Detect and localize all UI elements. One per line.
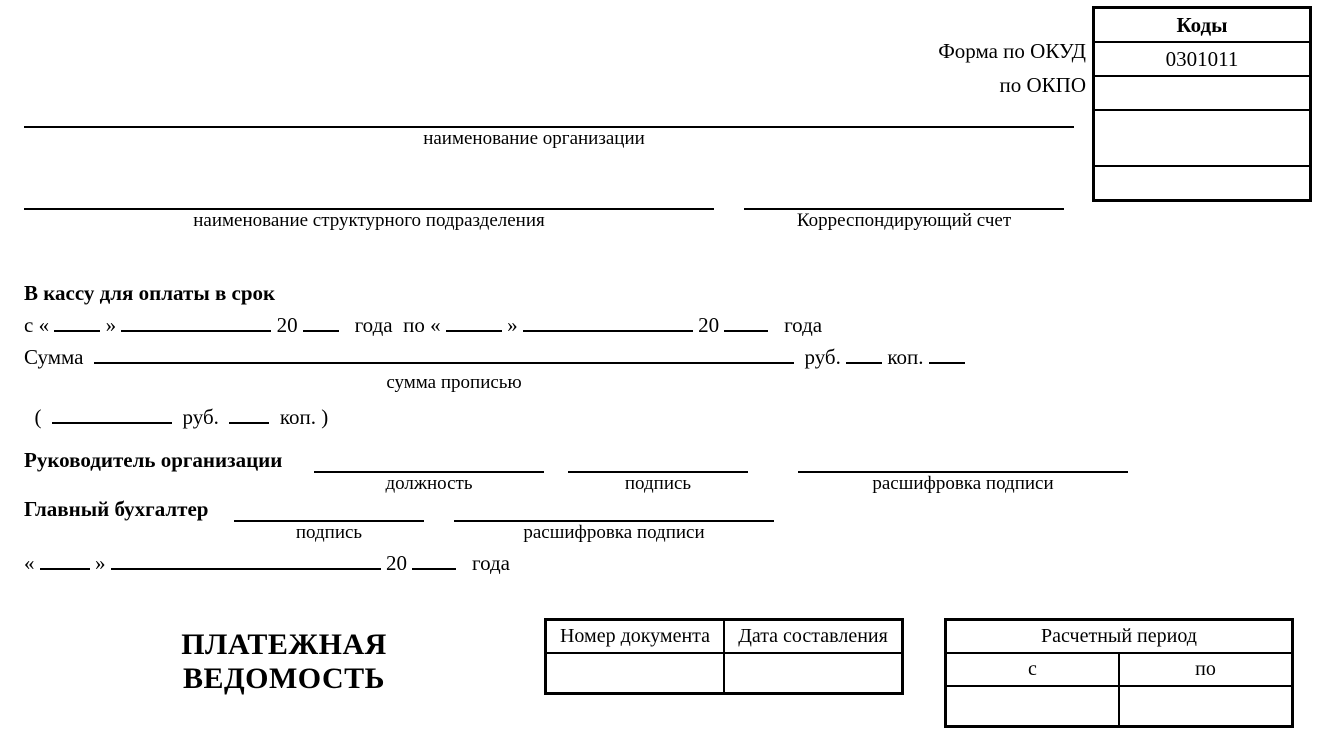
rub-label-2: руб. xyxy=(183,405,219,429)
chief-acc-row: Главный бухгалтер xyxy=(24,497,1312,522)
head-signature-field[interactable] xyxy=(568,449,748,473)
okpo-label: по ОКПО xyxy=(938,68,1086,102)
from-year-word: года xyxy=(355,313,393,337)
to-day-field[interactable] xyxy=(446,308,502,332)
from-day-field[interactable] xyxy=(54,308,100,332)
to-month-field[interactable] xyxy=(523,308,693,332)
approval-date-row: « » 20 года xyxy=(24,546,1312,578)
chief-acc-label: Главный бухгалтер xyxy=(24,497,234,522)
sum-words-field[interactable] xyxy=(94,340,794,364)
from-year-field[interactable] xyxy=(303,308,339,332)
to-quote-close: » xyxy=(507,313,518,337)
signatures-block: Руководитель организации должность подпи… xyxy=(24,448,1312,578)
codes-labels: Форма по ОКУД по ОКПО xyxy=(938,34,1086,102)
subdivision-field[interactable] xyxy=(24,184,714,210)
payment-heading: В кассу для оплаты в срок xyxy=(24,278,1312,308)
payroll-form-page: Коды 0301011 Форма по ОКУД по ОКПО наиме… xyxy=(0,0,1336,746)
position-caption: должность xyxy=(314,473,544,495)
from-quote-open: с « xyxy=(24,313,49,337)
approval-century: 20 xyxy=(386,551,407,575)
org-name-field[interactable] xyxy=(24,102,1074,128)
to-quote-open: по « xyxy=(403,313,441,337)
head-position-field[interactable] xyxy=(314,449,544,473)
head-decipher-field[interactable] xyxy=(798,449,1128,473)
chief-acc-captions: подпись расшифровка подписи xyxy=(24,522,1312,544)
codes-table: Коды 0301011 xyxy=(1092,6,1312,202)
codes-extra1 xyxy=(1094,110,1311,166)
kop-label-1: коп. xyxy=(887,345,923,369)
period-to-header: по xyxy=(1119,653,1293,686)
payment-block: В кассу для оплаты в срок с « » 20 года … xyxy=(24,278,1312,432)
payment-dates-row: с « » 20 года по « » 20 года xyxy=(24,308,1312,340)
sum-kop-field[interactable] xyxy=(229,400,269,424)
period-to-field[interactable] xyxy=(1119,686,1293,727)
okud-value: 0301011 xyxy=(1094,42,1311,76)
paren-close: ) xyxy=(321,405,328,429)
sum-digits-row: ( руб. коп. ) xyxy=(24,400,1312,432)
sum-label: Сумма xyxy=(24,345,83,369)
sum-row: Сумма руб. коп. xyxy=(24,340,1312,372)
period-table: Расчетный период с по xyxy=(944,618,1294,728)
to-century: 20 xyxy=(698,313,719,337)
doc-date-header: Дата составления xyxy=(724,620,903,654)
from-century: 20 xyxy=(277,313,298,337)
chief-acc-signature-field[interactable] xyxy=(234,498,424,522)
corr-account-field[interactable] xyxy=(744,184,1064,210)
kop-blank[interactable] xyxy=(929,340,965,364)
codes-extra2 xyxy=(1094,166,1311,201)
head-label: Руководитель организации xyxy=(24,448,314,473)
okpo-value xyxy=(1094,76,1311,110)
decipher-caption-1: расшифровка подписи xyxy=(798,473,1128,495)
org-block: наименование организации xyxy=(24,102,1074,150)
subdivision-caption: наименование структурного подразделения xyxy=(24,210,714,232)
rub-blank[interactable] xyxy=(846,340,882,364)
head-captions: должность подпись расшифровка подписи xyxy=(24,473,1312,495)
period-from-field[interactable] xyxy=(946,686,1120,727)
doc-number-field[interactable] xyxy=(546,653,725,694)
signature-caption-2: подпись xyxy=(234,522,424,544)
org-caption: наименование организации xyxy=(224,128,844,150)
signature-caption-1: подпись xyxy=(568,473,748,495)
date-quote-close: » xyxy=(95,551,106,575)
document-title: ПЛАТЕЖНАЯ ВЕДОМОСТЬ xyxy=(24,628,544,696)
sum-rub-field[interactable] xyxy=(52,400,172,424)
period-header: Расчетный период xyxy=(946,620,1293,654)
period-from-header: с xyxy=(946,653,1120,686)
doc-number-table: Номер документа Дата составления xyxy=(544,618,904,695)
decipher-caption-2: расшифровка подписи xyxy=(454,522,774,544)
paren-open: ( xyxy=(35,405,42,429)
title-line-1: ПЛАТЕЖНАЯ xyxy=(24,628,544,662)
head-signature-row: Руководитель организации xyxy=(24,448,1312,473)
doc-date-field[interactable] xyxy=(724,653,903,694)
date-quote-open: « xyxy=(24,551,35,575)
kop-label-2: коп. xyxy=(280,405,316,429)
title-line-2: ВЕДОМОСТЬ xyxy=(24,662,544,696)
to-year-word: года xyxy=(784,313,822,337)
codes-header: Коды xyxy=(1094,8,1311,43)
sum-caption: сумма прописью xyxy=(104,372,804,394)
from-quote-close: » xyxy=(106,313,117,337)
doc-number-header: Номер документа xyxy=(546,620,725,654)
from-month-field[interactable] xyxy=(121,308,271,332)
approval-year-field[interactable] xyxy=(412,546,456,570)
approval-year-word: года xyxy=(472,551,510,575)
subdivision-block: наименование структурного подразделения … xyxy=(24,184,1074,232)
chief-acc-decipher-field[interactable] xyxy=(454,498,774,522)
okud-label: Форма по ОКУД xyxy=(938,34,1086,68)
corr-account-caption: Корреспондирующий счет xyxy=(744,210,1064,232)
rub-label-1: руб. xyxy=(804,345,840,369)
approval-month-field[interactable] xyxy=(111,546,381,570)
to-year-field[interactable] xyxy=(724,308,768,332)
bottom-block: ПЛАТЕЖНАЯ ВЕДОМОСТЬ Номер документа Дата… xyxy=(24,618,1312,728)
approval-day-field[interactable] xyxy=(40,546,90,570)
